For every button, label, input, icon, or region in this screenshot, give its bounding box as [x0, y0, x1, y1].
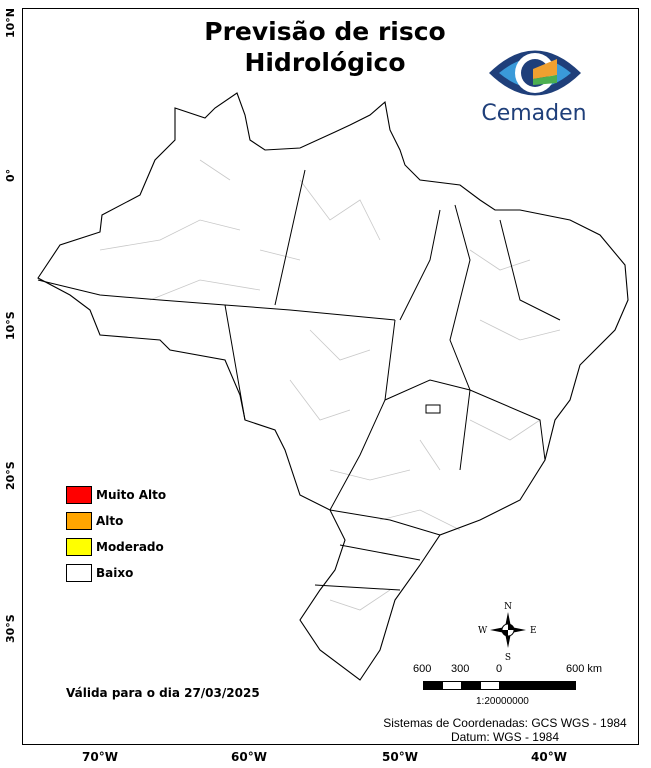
title-line-2: Hidrológico [244, 48, 406, 77]
map-frame [22, 8, 639, 745]
scale-label: 600 km [566, 663, 603, 675]
legend-item-baixo: Baixo [66, 564, 133, 582]
compass-s: S [505, 653, 511, 663]
scale-bar [423, 681, 576, 690]
compass-w: W [478, 626, 488, 636]
map-title: Previsão de risco Hidrológico [170, 16, 480, 78]
lon-label: 50°W [382, 750, 418, 764]
state-borders [37, 169, 561, 591]
north-arrow-compass: N S E W [478, 602, 537, 663]
legend-swatch [66, 564, 92, 582]
legend-item-muito-alto: Muito Alto [66, 486, 166, 504]
legend-label: Baixo [96, 566, 134, 580]
legend-swatch [66, 486, 92, 504]
scale-label: 600 [413, 663, 432, 675]
datum-text: Datum: WGS - 1984 [450, 730, 560, 744]
legend-swatch [66, 512, 92, 530]
legend-label: Muito Alto [96, 488, 167, 502]
crs-text: Sistemas de Coordenadas: GCS WGS - 1984 [383, 716, 627, 730]
legend-swatch [66, 538, 92, 556]
compass-n: N [504, 602, 512, 612]
compass-e: E [530, 626, 537, 636]
scale-ratio: 1:20000000 [476, 696, 529, 707]
legend-label: Alto [96, 514, 124, 528]
legend-item-moderado: Moderado [66, 538, 164, 556]
brazil-outline [37, 92, 629, 681]
valid-date-text: Válida para o dia 27/03/2025 [66, 686, 260, 700]
title-line-1: Previsão de risco [204, 17, 446, 46]
river-basin-lines [99, 159, 561, 611]
cemaden-logo [489, 50, 581, 96]
lon-label: 60°W [231, 750, 267, 764]
lon-label: 40°W [531, 750, 567, 764]
legend-item-alto: Alto [66, 512, 123, 530]
scale-label: 0 [496, 663, 503, 675]
lon-label: 70°W [82, 750, 118, 764]
legend-label: Moderado [96, 540, 164, 554]
logo-text: Cemaden [481, 101, 586, 126]
scale-label: 300 [451, 663, 470, 675]
